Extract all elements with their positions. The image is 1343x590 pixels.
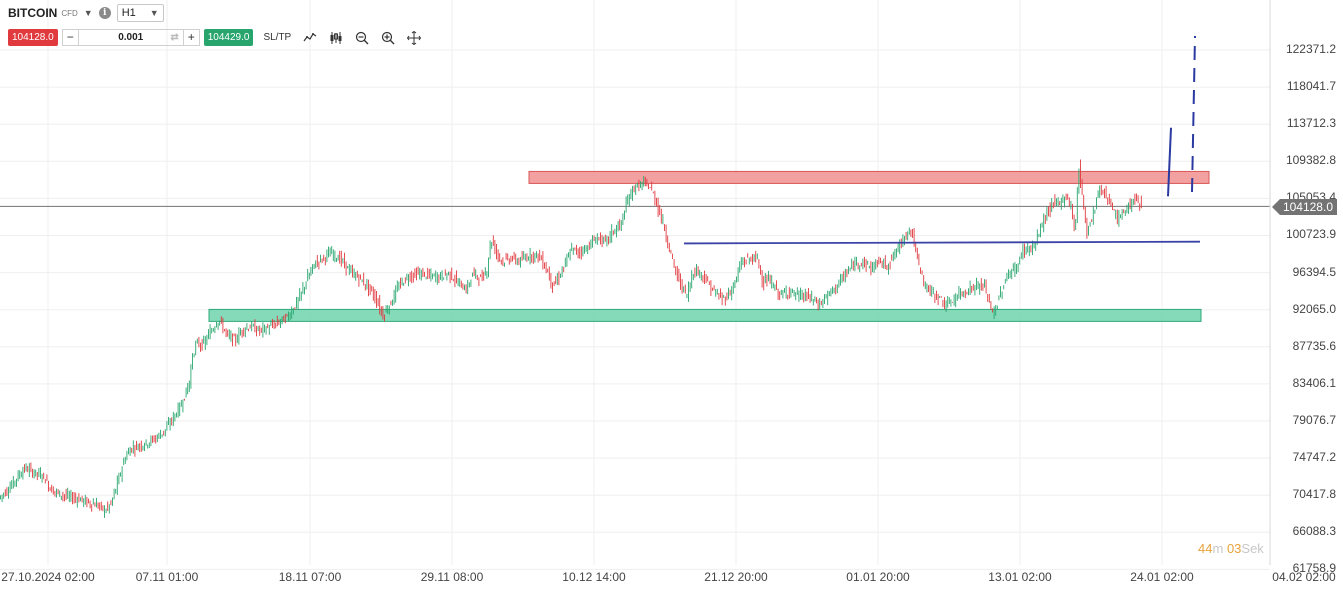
sltp-button[interactable]: SL/TP	[263, 32, 292, 43]
quantity-stepper: − 0.001 ⇄ +	[61, 29, 200, 46]
price-tick-label: 118041.7	[1286, 79, 1336, 94]
price-tick-label: 96394.5	[1292, 264, 1336, 279]
price-tick-label: 87735.6	[1292, 338, 1336, 353]
candles	[0, 159, 1142, 518]
price-tick-label: 109382.8	[1285, 153, 1336, 168]
swap-icon[interactable]: ⇄	[170, 32, 179, 43]
price-tick-label: 79076.7	[1292, 412, 1336, 427]
projection-line-dashed[interactable]	[1191, 36, 1196, 193]
time-tick-label: 04.02 02:00	[1272, 570, 1336, 584]
candle-countdown: 44m 03Sek	[1198, 541, 1264, 556]
support-zone[interactable]	[208, 308, 1202, 322]
candle-chart-icon[interactable]	[329, 31, 343, 45]
price-tick-label: 83406.1	[1292, 375, 1336, 390]
quantity-value: 0.001	[118, 32, 144, 43]
sell-button[interactable]: 104128.0	[8, 29, 58, 46]
chart-grid	[0, 0, 1270, 570]
symbol-name[interactable]: BITCOIN	[8, 6, 58, 20]
symbol-toolbar: BITCOIN CFD ▼ i H1 ▼	[8, 4, 164, 22]
price-tick-label: 92065.0	[1292, 301, 1336, 316]
zoom-out-icon[interactable]	[355, 31, 369, 45]
countdown-seconds: 03	[1226, 541, 1242, 556]
time-tick-label: 29.11 08:00	[420, 570, 484, 584]
line-chart-icon[interactable]	[303, 31, 317, 45]
countdown-seconds-unit: Sek	[1241, 541, 1264, 556]
minus-icon[interactable]: −	[66, 30, 74, 44]
time-tick-label: 13.01 02:00	[988, 570, 1052, 584]
price-tick-label: 66088.3	[1292, 524, 1336, 539]
annotation-zones	[208, 170, 1210, 322]
crosshair-icon[interactable]	[407, 30, 422, 45]
resistance-zone[interactable]	[528, 170, 1210, 184]
countdown-minutes: 44	[1198, 541, 1213, 556]
price-tick-label: 122371.2	[1285, 42, 1336, 56]
quantity-input[interactable]: 0.001 ⇄	[77, 30, 184, 45]
symbol-type: CFD	[61, 8, 78, 18]
time-tick-label: 27.10.2024 02:00	[1, 570, 95, 584]
trade-toolbar: 104128.0 − 0.001 ⇄ + 104429.0 SL/TP	[8, 29, 422, 46]
time-tick-label: 07.11 01:00	[135, 570, 199, 584]
price-tick-label: 70417.8	[1292, 487, 1336, 502]
time-tick-label: 21.12 20:00	[704, 570, 768, 584]
price-tick-label: 61758.9	[1292, 561, 1336, 576]
projection-line[interactable]	[1167, 127, 1172, 197]
time-tick-label: 18.11 07:00	[278, 570, 342, 584]
time-tick-label: 24.01 02:00	[1130, 570, 1194, 584]
zoom-in-icon[interactable]	[381, 31, 395, 45]
chevron-down-icon[interactable]: ▼	[83, 8, 93, 18]
timeframe-value: H1	[121, 7, 136, 19]
plus-icon[interactable]: +	[187, 30, 195, 44]
price-tick-label: 100723.9	[1285, 227, 1336, 242]
time-tick-label: 10.12 14:00	[562, 570, 626, 584]
current-price-tag: 104128.0	[1271, 199, 1337, 215]
countdown-minutes-unit: m	[1212, 541, 1224, 556]
price-tick-label: 74747.2	[1292, 450, 1336, 465]
trendline[interactable]	[683, 240, 1201, 245]
chevron-down-icon: ▼	[149, 8, 159, 18]
info-icon[interactable]: i	[98, 7, 111, 19]
timeframe-select[interactable]: H1 ▼	[116, 4, 164, 22]
price-tick-label: 113712.3	[1286, 116, 1336, 131]
time-tick-label: 01.01 20:00	[846, 570, 910, 584]
annotation-lines	[683, 36, 1201, 245]
buy-button[interactable]: 104429.0	[203, 29, 254, 46]
